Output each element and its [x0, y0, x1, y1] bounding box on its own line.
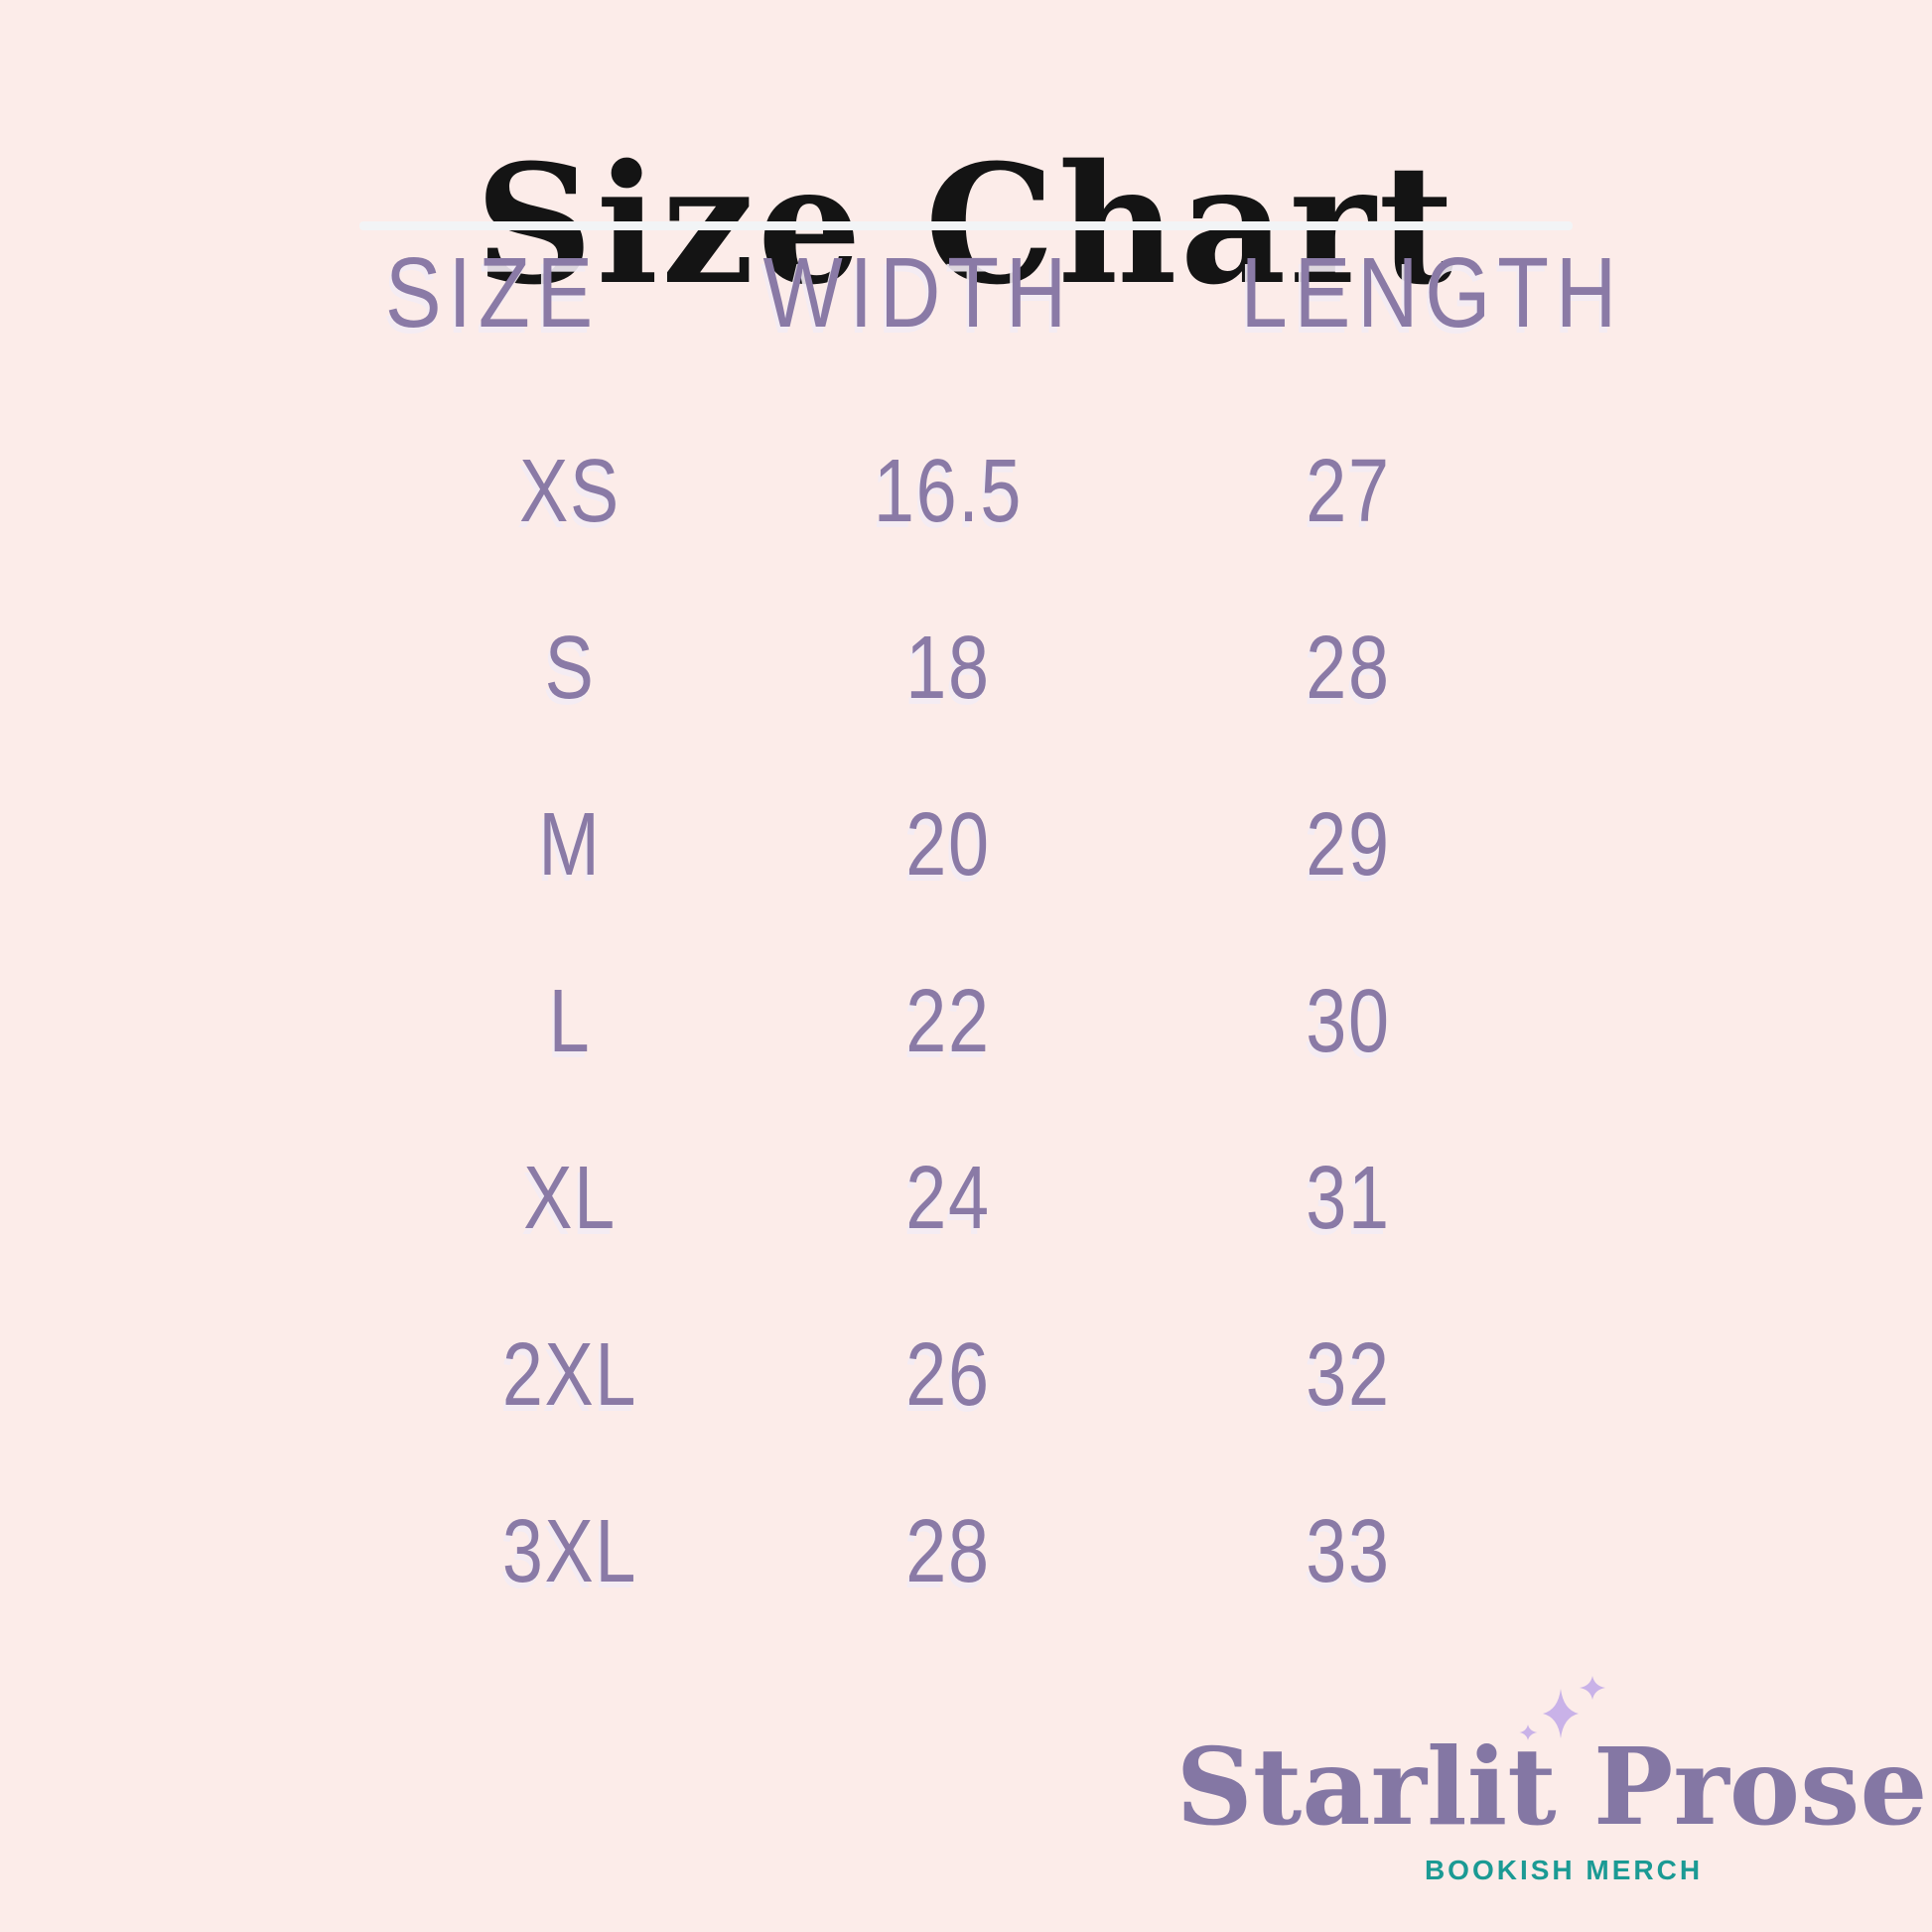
length-cell: 27 [1306, 442, 1391, 541]
width-cell: 16.5 [873, 442, 1024, 541]
length-cell: 29 [1306, 795, 1391, 895]
width-cell: 26 [905, 1325, 991, 1425]
width-cell: 28 [905, 1502, 991, 1601]
width-cell: 20 [905, 795, 991, 895]
brand-tagline: BOOKISH MERCH [1424, 1855, 1704, 1885]
table-header-row: SIZE WIDTH LENGTH [0, 238, 1932, 347]
column-header-size: SIZE [384, 237, 601, 348]
length-cell: 33 [1306, 1502, 1391, 1601]
size-cell: L [548, 972, 592, 1071]
table-row: 2XL 26 32 [0, 1287, 1932, 1463]
column-header-length: LENGTH [1240, 237, 1624, 348]
size-table: SIZE WIDTH LENGTH XS 16.5 27 S 18 28 M 2… [0, 238, 1932, 1640]
length-cell: 32 [1306, 1325, 1391, 1425]
length-cell: 31 [1306, 1149, 1391, 1248]
size-cell: XS [519, 442, 621, 541]
width-cell: 18 [905, 619, 991, 718]
length-cell: 30 [1306, 972, 1391, 1071]
brand-name: Starlit Prose [1175, 1725, 1928, 1850]
table-row: S 18 28 [0, 580, 1932, 757]
table-row: M 20 29 [0, 757, 1932, 933]
size-cell: 3XL [501, 1502, 638, 1601]
width-cell: 24 [905, 1149, 991, 1248]
size-cell: S [544, 619, 596, 718]
sparkles-icon [1519, 1676, 1605, 1740]
table-row: 3XL 28 33 [0, 1463, 1932, 1640]
size-cell: M [538, 795, 602, 895]
length-cell: 28 [1306, 619, 1391, 718]
sparkle-medium [1580, 1676, 1605, 1700]
table-row: XL 24 31 [0, 1110, 1932, 1287]
table-row: XS 16.5 27 [0, 403, 1932, 580]
sparkle-small [1519, 1725, 1538, 1740]
size-cell: XL [523, 1149, 617, 1248]
width-cell: 22 [905, 972, 991, 1071]
sparkle-large [1543, 1689, 1579, 1738]
size-cell: 2XL [501, 1325, 638, 1425]
column-header-width: WIDTH [762, 237, 1074, 348]
divider [359, 221, 1573, 230]
table-row: L 22 30 [0, 933, 1932, 1110]
